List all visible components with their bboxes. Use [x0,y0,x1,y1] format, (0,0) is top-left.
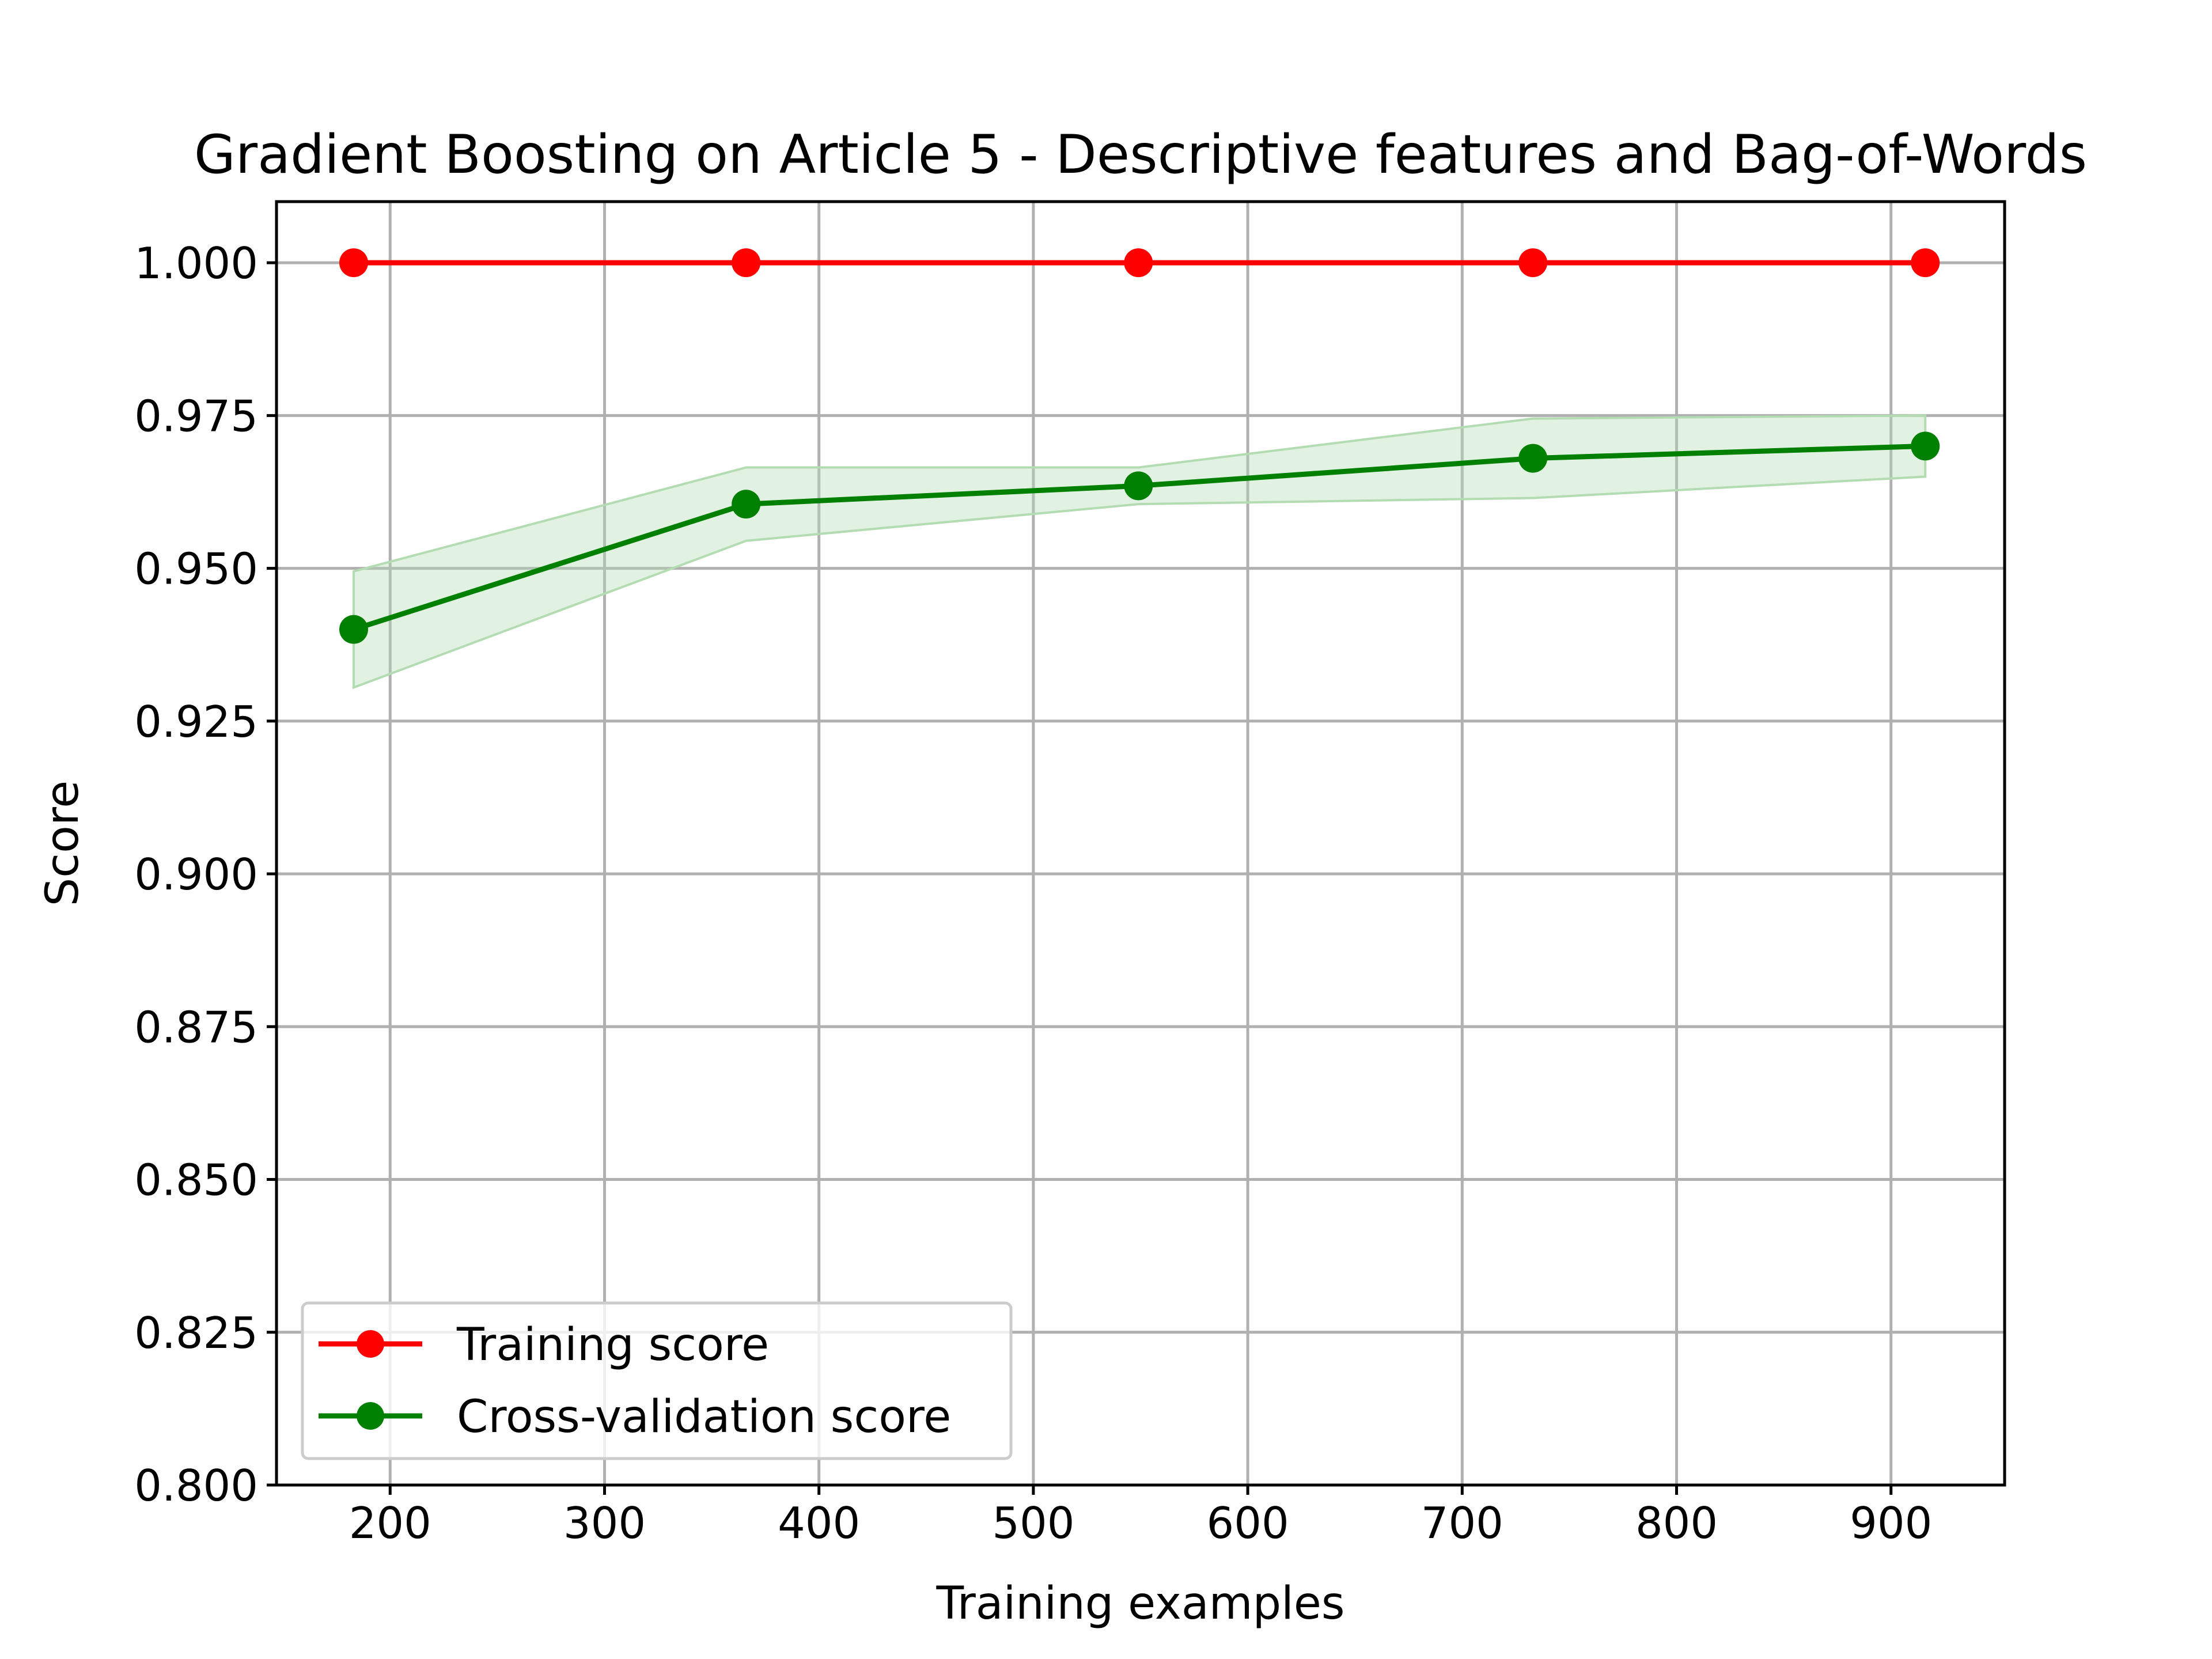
y-tick-label: 0.825 [134,1308,258,1358]
confidence-band [352,414,1927,690]
x-tick-label: 400 [778,1498,860,1548]
y-tick-label: 1.000 [134,238,258,289]
x-tick-label: 500 [992,1498,1074,1548]
chart-title: Gradient Boosting on Article 5 - Descrip… [194,123,2087,185]
data-point [339,615,368,644]
data-point [339,248,368,278]
y-axis-label: Score [37,781,89,906]
axis-ticks: 200 300 400 500 600 700 800 900 0.800 0.825 0.850 0… [134,238,1932,1548]
x-axis-label: Training examples [936,1578,1345,1630]
data-point [1518,248,1548,278]
legend-label-cross-validation: Cross-validation score [457,1391,951,1443]
y-tick-label: 0.950 [134,544,258,594]
y-tick-label: 0.975 [134,391,258,441]
data-point [1911,248,1940,278]
y-tick-label: 0.875 [134,1002,258,1052]
confidence-bands [352,414,1927,690]
y-tick-label: 0.925 [134,696,258,747]
legend-marker-training [357,1330,384,1358]
x-tick-label: 800 [1635,1498,1718,1548]
legend-marker-cross-validation [357,1402,384,1430]
legend: Training score Cross-validation score [301,1301,1013,1460]
data-point [1911,431,1940,461]
x-tick-label: 600 [1207,1498,1289,1548]
data-point [1124,248,1153,278]
x-tick-label: 200 [349,1498,431,1548]
series-1 [339,431,1940,644]
data-point [1518,444,1548,473]
y-tick-label: 0.900 [134,849,258,900]
legend-label-training: Training score [456,1319,769,1371]
x-tick-label: 300 [563,1498,646,1548]
series-0 [339,248,1940,278]
y-tick-label: 0.800 [134,1460,258,1511]
series-lines [339,248,1940,644]
data-point [732,490,761,519]
x-tick-label: 900 [1850,1498,1932,1548]
plot-frame [275,200,2006,1487]
data-point [1124,471,1153,501]
legend-box [301,1301,1013,1460]
x-tick-label: 700 [1421,1498,1503,1548]
data-point [732,248,761,278]
y-tick-label: 0.850 [134,1155,258,1206]
